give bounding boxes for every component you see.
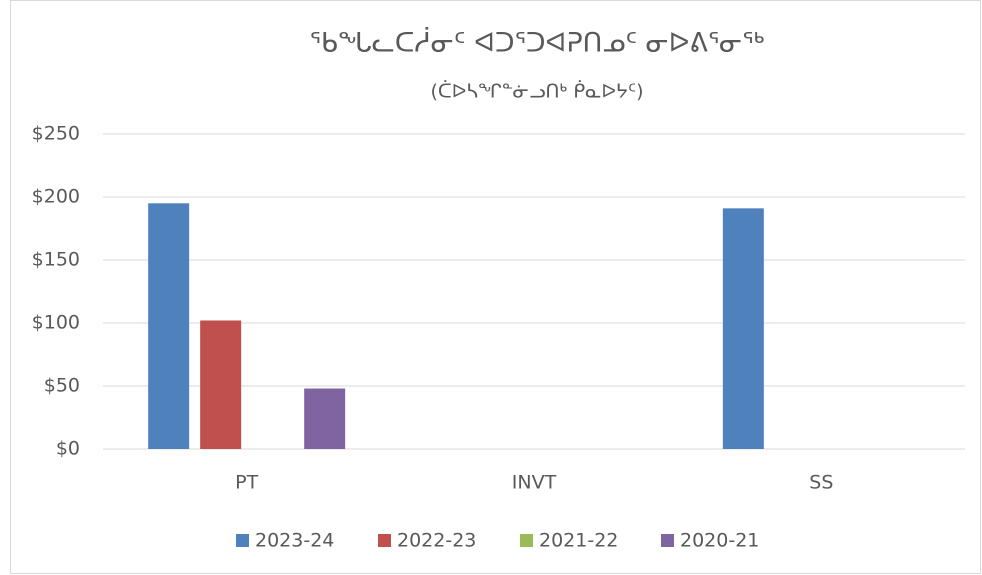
legend-swatch xyxy=(378,534,391,547)
x-tick-label: SS xyxy=(809,472,833,494)
legend-swatch xyxy=(236,534,249,547)
legend-label: 2022-23 xyxy=(397,530,476,552)
x-tick-label: INVT xyxy=(512,472,557,494)
bar xyxy=(722,208,764,449)
bar xyxy=(148,203,190,449)
legend-swatch xyxy=(661,534,674,547)
y-tick-label: $0 xyxy=(56,438,80,460)
y-tick-label: $150 xyxy=(32,249,80,271)
x-tick-label: PT xyxy=(235,472,258,494)
legend-label: 2023-24 xyxy=(255,530,334,552)
y-tick-label: $100 xyxy=(32,312,80,334)
legend-label: 2021-22 xyxy=(539,530,618,552)
bar xyxy=(304,388,346,449)
chart-subtitle: (ᑖᐅᓴᖏᓐᓃᓗᑎᒃ ᑮᓇᐅᔭᑦ) xyxy=(430,80,643,103)
y-tick-label: $250 xyxy=(32,123,80,145)
bar xyxy=(200,320,242,449)
legend-label: 2020-21 xyxy=(680,530,759,552)
y-tick-label: $50 xyxy=(44,375,80,397)
y-tick-label: $200 xyxy=(32,186,80,208)
legend-swatch xyxy=(520,534,533,547)
chart-title: ᖃᖓᓚᑕᓲᓂᑦ ᐊᑐᕐᑐᐊᕈᑎᓄᑦ ᓂᐅᕕᕐᓂᖅ xyxy=(310,27,765,59)
